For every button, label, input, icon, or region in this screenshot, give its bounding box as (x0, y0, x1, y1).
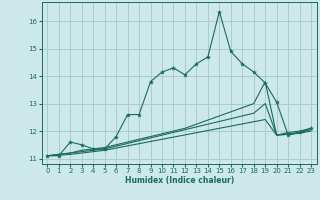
X-axis label: Humidex (Indice chaleur): Humidex (Indice chaleur) (124, 176, 234, 185)
